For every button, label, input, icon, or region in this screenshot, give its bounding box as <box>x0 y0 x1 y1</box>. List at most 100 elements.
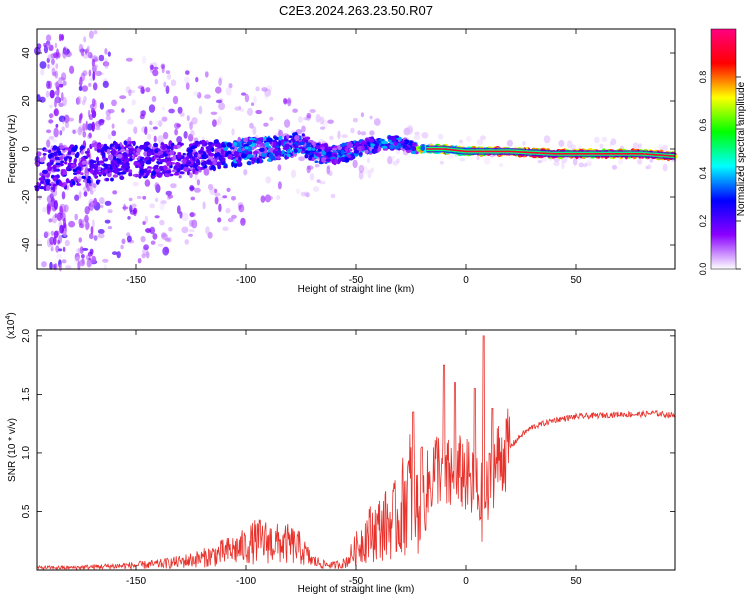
spectrogram-cell <box>51 67 56 76</box>
spectrogram-cell <box>39 61 47 69</box>
spectrogram-cell <box>321 157 326 163</box>
spectrogram-cell <box>157 135 164 144</box>
spectrogram-cell <box>79 259 85 267</box>
spectrogram-cell <box>141 55 147 64</box>
spectrogram-cell <box>52 263 57 270</box>
spectrogram-cell <box>177 106 183 114</box>
spectrogram-cell <box>196 179 200 186</box>
spectrogram-cell <box>218 203 222 212</box>
spectrogram-cell <box>87 51 93 59</box>
spectrogram-cell <box>360 131 367 136</box>
spectrogram-cell <box>58 33 62 42</box>
spectrogram-cell <box>68 150 72 154</box>
spectrogram-cell <box>365 138 370 142</box>
spectrogram-cell <box>123 140 128 146</box>
spectrogram-cell <box>381 145 388 149</box>
spectrogram-cell <box>585 160 593 167</box>
spectrogram-cell <box>231 161 235 168</box>
spectrogram-cell <box>216 148 221 152</box>
spectrogram-y-tick-label: -40 <box>21 237 32 252</box>
spectrogram-cell <box>128 172 133 177</box>
spectrogram-cell <box>252 126 257 135</box>
spectrogram-cell <box>357 130 361 136</box>
snr-y-multiplier: (x104) <box>5 312 17 339</box>
spectrogram-cell <box>179 112 185 117</box>
spectrogram-cell <box>107 51 111 57</box>
spectrogram-cell <box>632 142 639 151</box>
spectrogram-cell <box>466 136 472 142</box>
spectrogram-cell <box>154 182 160 190</box>
spectrogram-cell <box>96 144 102 150</box>
spectrogram-cell <box>103 145 110 151</box>
spectrogram-cell <box>393 141 398 146</box>
spectrogram-cell <box>140 235 146 243</box>
spectrogram-cell <box>315 143 321 146</box>
spectrogram-cell <box>81 254 85 259</box>
spectrogram-cell <box>42 207 47 213</box>
spectrogram-cell <box>58 263 62 272</box>
spectrogram-cell <box>207 141 213 146</box>
spectrogram-cell <box>238 105 242 110</box>
spectrogram-cell <box>106 148 111 155</box>
spectrogram-cell <box>317 148 322 152</box>
spectrogram-cell <box>177 153 182 159</box>
spectrogram-cell <box>153 135 157 143</box>
colorbar-tick-label: 0.2 <box>698 215 708 228</box>
spectrogram-cell <box>273 141 277 148</box>
spectrogram-cell <box>561 161 565 170</box>
spectrogram-cell <box>264 142 270 148</box>
spectrogram-cell <box>62 246 66 252</box>
spectrogram-cell <box>506 139 513 147</box>
spectrogram-cell <box>154 155 160 158</box>
spectrogram-cell <box>145 251 150 259</box>
spectrogram-cell <box>113 169 119 175</box>
spectrogram-cell <box>111 161 115 168</box>
spectrogram-cell <box>164 172 171 178</box>
spectrogram-cell <box>247 107 253 116</box>
spectrogram-cell <box>358 164 365 173</box>
spectrogram-cell <box>294 135 300 141</box>
spectrogram-cell <box>249 122 254 129</box>
spectrogram-cell <box>87 109 91 118</box>
spectrogram-cell <box>251 160 255 165</box>
spectrogram-cell <box>61 92 64 101</box>
spectrogram-cell <box>188 233 194 237</box>
spectrogram-cell <box>190 196 196 201</box>
spectrogram-cell <box>255 109 263 115</box>
spectrogram-cell <box>292 143 297 148</box>
spectrogram-cell <box>89 169 95 174</box>
spectrogram-cell <box>235 157 239 160</box>
spectrogram-cell <box>71 128 78 134</box>
spectrogram-cell <box>162 246 170 256</box>
spectrogram-cell <box>116 154 123 159</box>
spectrogram-cell <box>92 82 98 91</box>
spectrogram-cell <box>292 108 298 113</box>
spectrogram-cell <box>420 133 426 137</box>
spectrogram-cell <box>334 159 338 164</box>
spectrogram-cell <box>52 151 58 157</box>
spectrogram-cell <box>47 149 52 154</box>
spectrogram-cell <box>246 161 252 166</box>
spectrogram-cell <box>63 161 68 165</box>
spectrogram-cell <box>93 197 98 207</box>
spectrogram-cell <box>290 169 297 178</box>
spectrogram-cell <box>74 153 80 159</box>
spectrogram-cell <box>344 147 349 152</box>
spectrogram-cell <box>50 230 55 236</box>
spectrogram-cell <box>151 170 157 176</box>
spectrogram-cell <box>583 163 588 168</box>
spectrogram-cell <box>74 252 80 262</box>
spectrogram-cell <box>261 152 267 158</box>
spectrogram-cell <box>326 146 332 150</box>
spectrogram-cell <box>447 154 455 159</box>
snr-x-tick-label: -100 <box>236 576 256 587</box>
spectrogram-cell <box>43 45 49 54</box>
spectrogram-cell <box>128 148 134 155</box>
spectrogram-cell <box>458 139 463 144</box>
spectrogram-cell <box>188 154 192 159</box>
spectrogram-cell <box>374 147 378 154</box>
spectrogram-cell <box>259 147 265 152</box>
spectrogram-cell <box>321 119 328 129</box>
spectrogram-cell <box>220 149 224 155</box>
